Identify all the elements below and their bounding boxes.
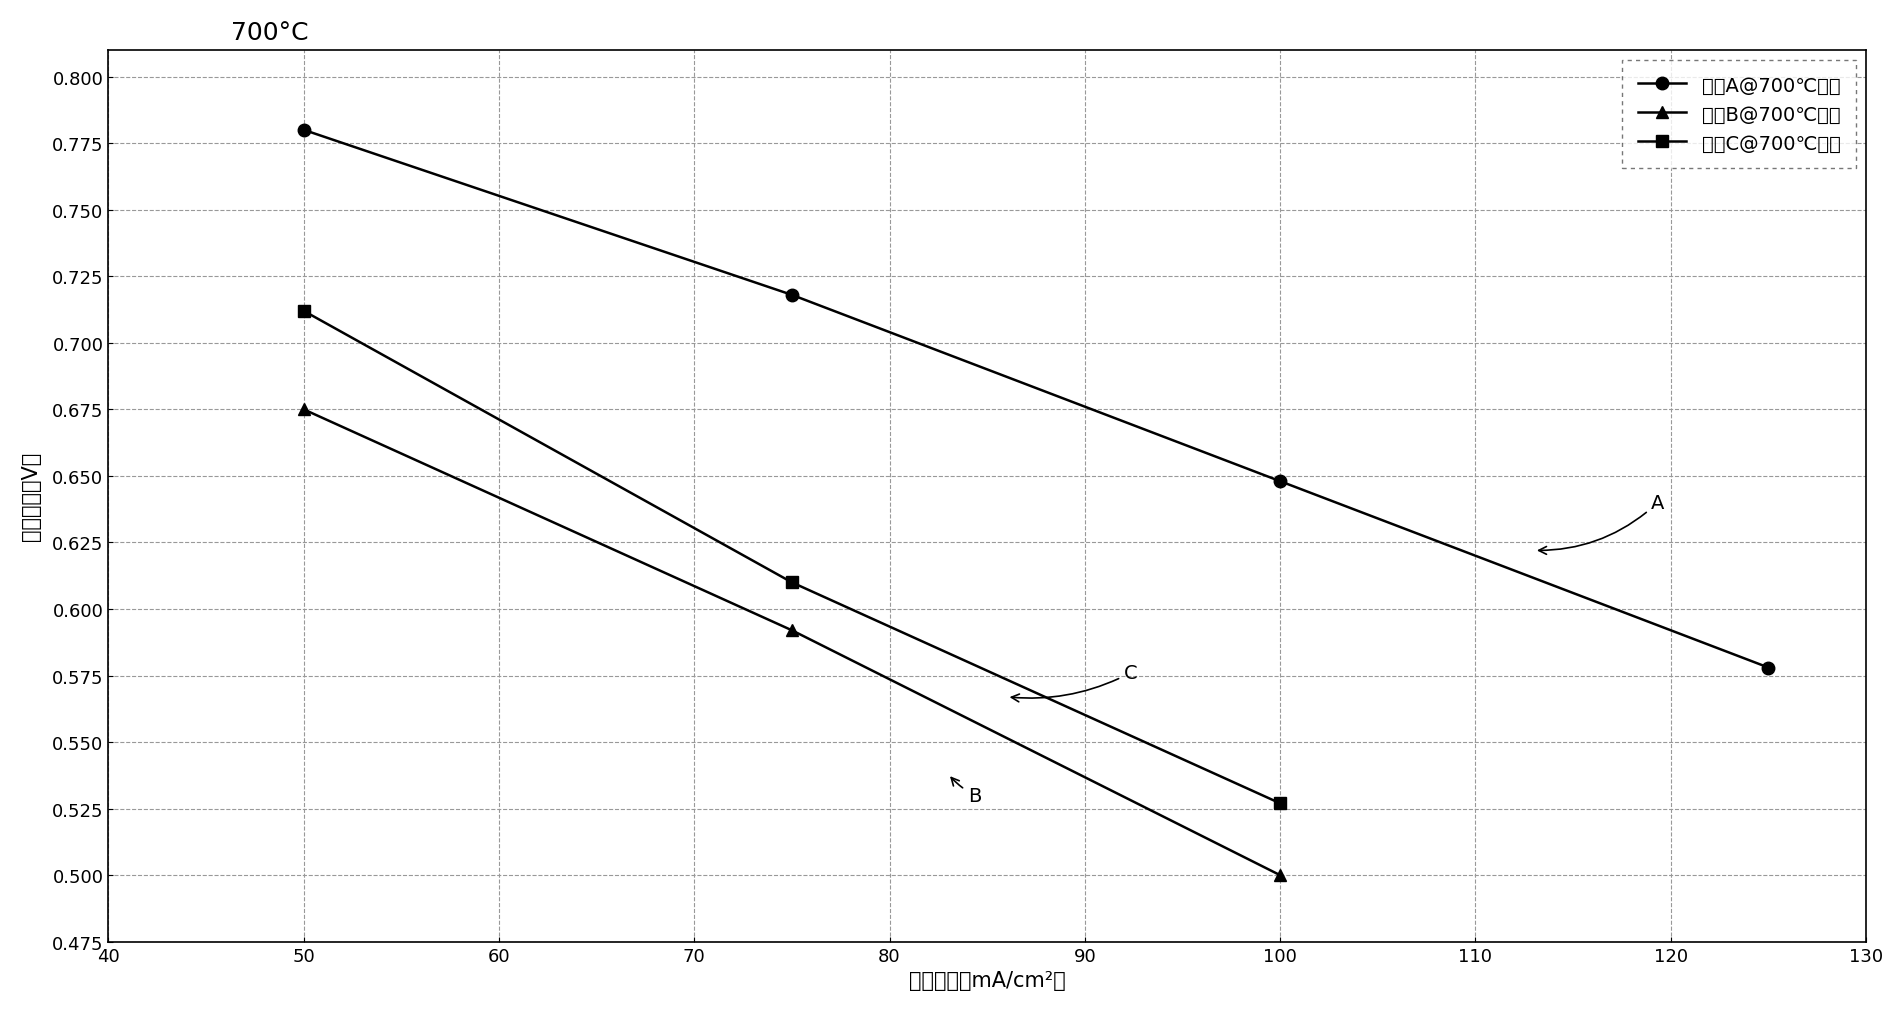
测试A@700℃数据: [781, 289, 803, 301]
Y-axis label: 电池电压（V）: 电池电压（V）: [21, 452, 40, 541]
测试C@700℃数据: [781, 576, 803, 588]
测试C@700℃数据: [1268, 798, 1291, 810]
Line: 测试C@700℃数据: 测试C@700℃数据: [297, 305, 1287, 810]
Text: B: B: [952, 777, 981, 805]
测试A@700℃数据: [291, 124, 314, 136]
Legend: 测试A@700℃数据, 测试B@700℃数据, 测试C@700℃数据: 测试A@700℃数据, 测试B@700℃数据, 测试C@700℃数据: [1622, 61, 1856, 169]
Text: 700°C: 700°C: [232, 21, 308, 44]
测试B@700℃数据: [1268, 869, 1291, 882]
X-axis label: 电流密度（mA/cm²）: 电流密度（mA/cm²）: [908, 971, 1066, 990]
Text: A: A: [1538, 493, 1664, 555]
测试A@700℃数据: [1268, 475, 1291, 487]
Line: 测试B@700℃数据: 测试B@700℃数据: [297, 403, 1287, 882]
测试A@700℃数据: [1757, 662, 1780, 674]
Line: 测试A@700℃数据: 测试A@700℃数据: [297, 124, 1775, 674]
Text: C: C: [1011, 663, 1137, 702]
测试B@700℃数据: [781, 625, 803, 637]
测试C@700℃数据: [291, 305, 314, 317]
测试B@700℃数据: [291, 403, 314, 416]
